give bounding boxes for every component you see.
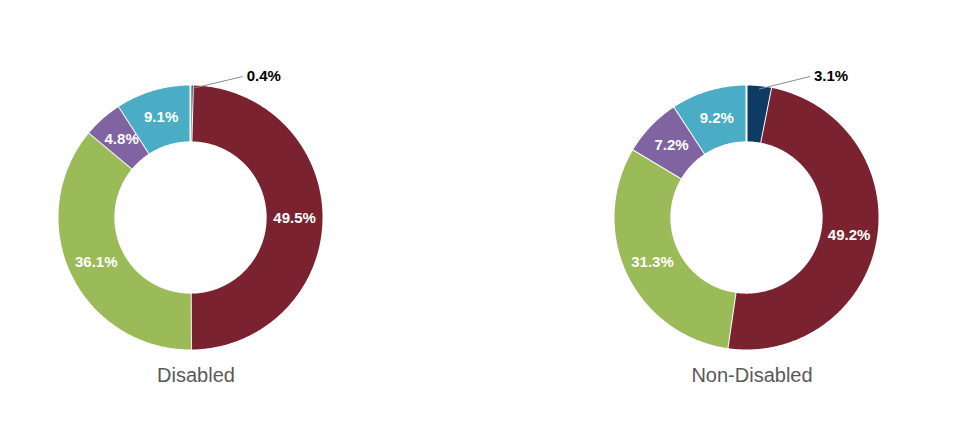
svg-text:7.2%: 7.2% [654,136,688,153]
svg-text:3.1%: 3.1% [814,67,848,84]
svg-text:36.1%: 36.1% [75,253,118,270]
svg-text:9.2%: 9.2% [700,109,734,126]
html-text:Disabled: Disabled [157,364,235,386]
svg-text:49.5%: 49.5% [273,209,316,226]
svg-text:9.1%: 9.1% [144,108,178,125]
svg-text:0.4%: 0.4% [247,67,281,84]
svg-text:4.8%: 4.8% [105,130,139,147]
html-text:Non-Disabled: Non-Disabled [691,364,813,386]
svg-text:31.3%: 31.3% [631,253,674,270]
svg-text:49.2%: 49.2% [828,226,871,243]
